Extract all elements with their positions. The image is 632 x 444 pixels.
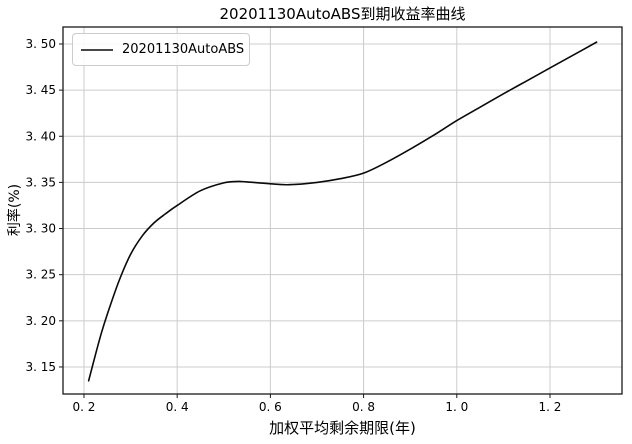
x-tick-label: 1. 0 (445, 400, 468, 414)
y-axis-label: 利率(%) (7, 183, 23, 237)
y-tick-label: 3. 25 (25, 268, 56, 282)
x-axis-label: 加权平均剩余期限(年) (269, 419, 416, 437)
x-tick-label: 0. 8 (352, 400, 375, 414)
x-tick-label: 0. 4 (166, 400, 189, 414)
y-tick-label: 3. 30 (25, 222, 56, 236)
y-tick-label: 3. 45 (25, 83, 56, 97)
plot-border (62, 26, 623, 395)
x-tick-label: 0. 6 (259, 400, 282, 414)
chart-title: 20201130AutoABS到期收益率曲线 (219, 5, 466, 23)
y-tick-label: 3. 20 (25, 314, 56, 328)
legend-label: 20201130AutoABS (122, 42, 245, 57)
y-tick-label: 3. 35 (25, 175, 56, 189)
series-line (87, 41, 598, 382)
y-tick-label: 3. 15 (25, 360, 56, 374)
legend-line-swatch (81, 48, 113, 51)
x-tick-label: 1. 2 (539, 400, 562, 414)
x-tick-label: 0. 2 (73, 400, 96, 414)
y-tick-label: 3. 40 (25, 129, 56, 143)
y-tick-label: 3. 50 (25, 37, 56, 51)
legend: 20201130AutoABS (72, 33, 250, 66)
